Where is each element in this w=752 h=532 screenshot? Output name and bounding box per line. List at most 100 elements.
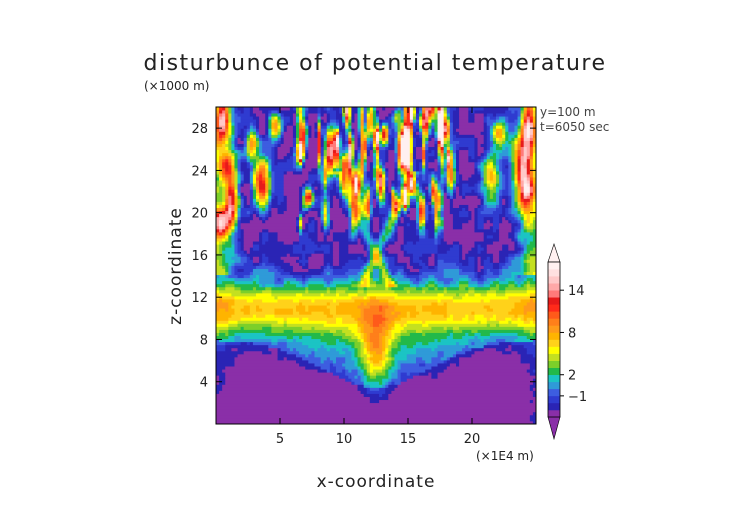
field-cell	[385, 158, 389, 163]
field-cell	[280, 116, 285, 120]
field-cell	[416, 213, 420, 218]
field-cell	[412, 171, 417, 175]
field-cell	[256, 180, 260, 184]
field-cell	[231, 262, 235, 266]
field-cell	[216, 244, 220, 248]
field-cell	[228, 131, 232, 135]
field-cell	[397, 302, 432, 306]
field-cell	[465, 286, 469, 291]
field-cell	[366, 189, 371, 193]
field-cell	[225, 113, 229, 117]
field-cell	[385, 177, 389, 181]
field-cell	[382, 244, 386, 248]
field-cell	[440, 167, 445, 172]
field-cell	[369, 219, 374, 224]
field-cell	[529, 204, 534, 208]
field-cell	[256, 189, 260, 193]
field-cell	[360, 375, 365, 379]
field-cell	[474, 286, 491, 291]
field-cell	[339, 161, 343, 166]
field-cell	[499, 183, 503, 187]
field-cell	[523, 189, 531, 193]
field-cell	[434, 189, 438, 193]
field-cell	[320, 158, 325, 163]
field-cell	[394, 189, 398, 193]
field-cell	[222, 180, 226, 184]
field-cell	[492, 265, 500, 269]
field-cell	[529, 207, 534, 212]
field-cell	[394, 113, 402, 117]
field-cell	[532, 107, 536, 111]
field-cell	[292, 107, 297, 111]
field-cell	[391, 116, 395, 120]
field-cell	[317, 228, 322, 233]
field-cell	[231, 231, 235, 236]
field-cell	[345, 125, 349, 129]
field-cell	[431, 149, 435, 154]
field-cell	[465, 344, 469, 349]
field-cell	[517, 143, 522, 148]
field-cell	[456, 195, 463, 199]
field-cell	[323, 161, 328, 166]
field-cell	[400, 311, 408, 315]
field-cell	[317, 225, 322, 230]
field-cell	[305, 353, 309, 358]
field-cell	[231, 268, 235, 272]
field-cell	[216, 222, 220, 227]
field-cell	[480, 299, 485, 303]
field-cell	[216, 265, 223, 269]
field-cell	[360, 341, 365, 346]
field-cell	[369, 344, 374, 349]
field-cell	[394, 171, 398, 175]
field-cell	[483, 149, 488, 154]
field-cell	[345, 137, 349, 141]
field-cell	[237, 222, 242, 227]
field-cell	[505, 277, 515, 282]
field-cell	[505, 146, 509, 151]
field-cell	[477, 320, 482, 324]
field-cell	[416, 192, 420, 196]
field-cell	[437, 119, 445, 123]
field-cell	[354, 317, 358, 321]
field-cell	[216, 177, 220, 181]
field-cell	[265, 174, 269, 178]
field-cell	[351, 210, 355, 215]
field-cell	[262, 256, 269, 260]
field-cell	[406, 222, 411, 227]
field-cell	[489, 192, 494, 196]
field-cell	[434, 347, 463, 352]
field-cell	[219, 332, 226, 337]
field-cell	[462, 295, 509, 300]
field-cell	[517, 189, 522, 193]
field-cell	[391, 183, 395, 187]
field-cell	[403, 167, 408, 172]
field-cell	[268, 231, 278, 236]
field-cell	[452, 332, 466, 337]
field-cell	[388, 265, 405, 269]
field-cell	[329, 125, 334, 129]
field-cell	[376, 192, 380, 196]
field-cell	[225, 216, 229, 221]
field-cell	[256, 137, 260, 141]
field-cell	[225, 158, 229, 163]
field-cell	[216, 372, 226, 376]
field-cell	[397, 256, 411, 260]
field-cell	[299, 146, 303, 151]
field-cell	[505, 134, 509, 138]
field-cell	[523, 210, 531, 215]
field-cell	[517, 274, 522, 279]
field-cell	[354, 359, 358, 364]
field-cell	[394, 353, 408, 358]
field-cell	[369, 143, 374, 148]
field-cell	[523, 225, 528, 230]
field-cell	[234, 244, 238, 248]
field-cell	[489, 259, 494, 263]
field-cell	[459, 210, 469, 215]
field-cell	[431, 177, 435, 181]
field-cell	[394, 228, 398, 233]
field-cell	[400, 192, 405, 196]
field-cell	[243, 195, 248, 199]
field-cell	[431, 201, 435, 205]
field-cell	[403, 207, 408, 212]
field-cell	[437, 277, 454, 282]
